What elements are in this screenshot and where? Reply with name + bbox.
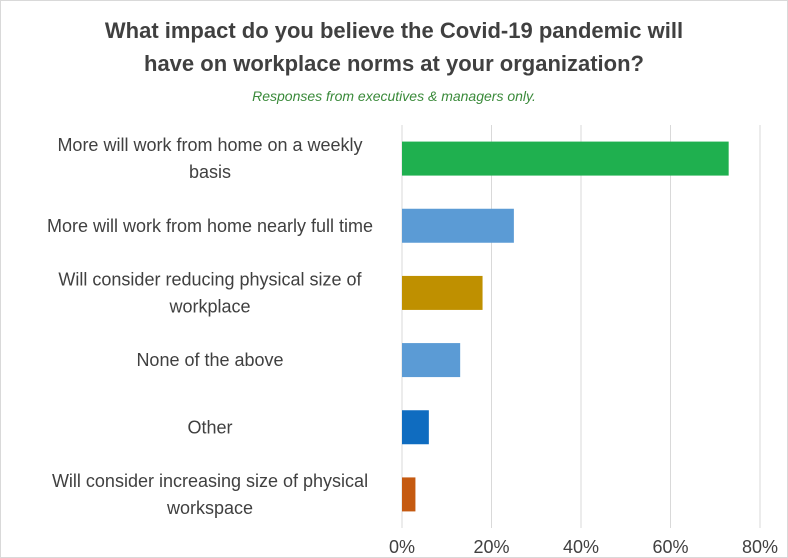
chart-title-line-1: What impact do you believe the Covid-19 … (104, 18, 684, 43)
bar-3 (402, 343, 461, 378)
category-label-1-0: More will work from home nearly full tim… (47, 216, 373, 236)
category-label-4-0: Other (187, 417, 232, 437)
bar-2 (402, 275, 483, 310)
x-tick-label-0: 0% (389, 537, 415, 557)
x-tick-label-4: 80% (742, 537, 778, 557)
x-tick-label-1: 20% (473, 537, 509, 557)
category-label-5-0: Will consider increasing size of physica… (52, 471, 368, 491)
category-label-2-0: Will consider reducing physical size of (58, 269, 362, 289)
bar-1 (402, 208, 514, 243)
x-tick-label-2: 40% (563, 537, 599, 557)
category-label-0-1: basis (189, 162, 231, 182)
category-label-0-0: More will work from home on a weekly (57, 135, 362, 155)
chart-subtitle: Responses from executives & managers onl… (252, 88, 536, 104)
category-label-5-1: workspace (166, 498, 253, 518)
x-tick-label-3: 60% (652, 537, 688, 557)
bar-0 (402, 141, 729, 176)
bar-5 (402, 477, 416, 512)
chart-title-line-2: have on workplace norms at your organiza… (144, 51, 644, 76)
category-label-3-0: None of the above (136, 350, 283, 370)
category-label-2-1: workplace (168, 296, 250, 316)
bar-4 (402, 410, 429, 445)
chart-title: What impact do you believe the Covid-19 … (0, 14, 788, 80)
